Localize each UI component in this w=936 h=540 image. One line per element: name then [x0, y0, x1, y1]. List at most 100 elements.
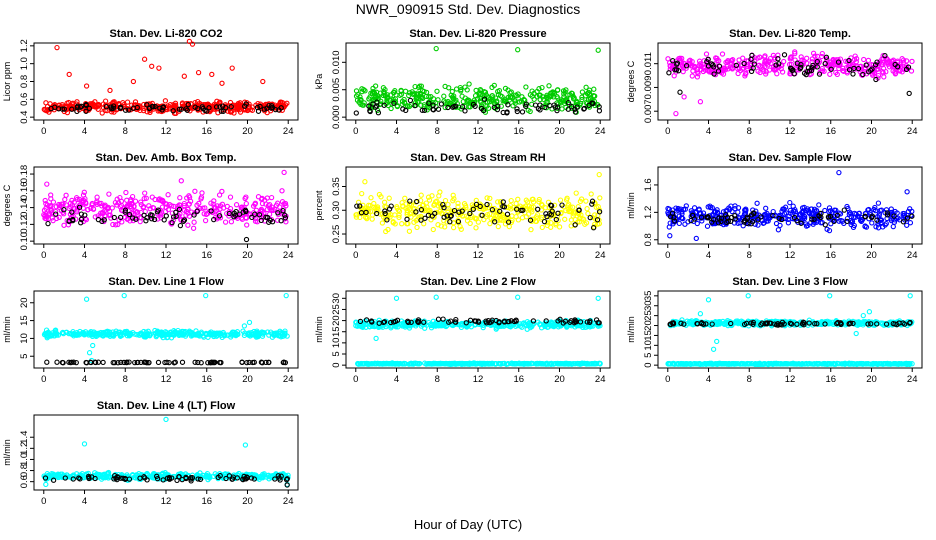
data-point [396, 214, 402, 221]
data-point [237, 109, 244, 115]
y-tick-label: 0.30 [331, 201, 342, 220]
data-point [430, 226, 436, 233]
data-point [790, 67, 796, 73]
data-point [711, 71, 717, 77]
data-point [413, 209, 419, 215]
data-point [568, 318, 574, 324]
data-point [375, 110, 382, 116]
data-point [838, 361, 845, 367]
data-point [144, 360, 150, 366]
data-point-outlier [141, 56, 148, 62]
data-point [398, 87, 404, 94]
x-tick-label: 0 [665, 126, 670, 137]
data-point [185, 210, 191, 216]
data-point [92, 103, 98, 109]
data-point [447, 219, 453, 225]
data-point-outlier [83, 83, 90, 89]
data-point [119, 332, 125, 338]
data-point [498, 103, 504, 109]
data-point [572, 222, 578, 228]
data-point [76, 196, 83, 203]
data-point [353, 88, 360, 94]
data-point [45, 220, 51, 227]
data-point [243, 200, 249, 207]
data-point [514, 93, 520, 99]
data-point [523, 360, 529, 367]
data-point [409, 91, 416, 97]
data-point [907, 220, 914, 226]
data-point [425, 207, 431, 214]
data-point-outlier [219, 80, 225, 86]
x-tick-label: 8 [123, 374, 128, 385]
data-point [426, 94, 432, 100]
y-tick-label: 0.4 [19, 111, 30, 124]
data-point [368, 195, 374, 201]
data-point [223, 105, 229, 111]
panel-title: Stan. Dev. Line 2 Flow [420, 276, 536, 288]
data-point [481, 96, 488, 102]
x-tick-label: 20 [554, 126, 565, 137]
data-point [278, 334, 284, 340]
data-point [121, 359, 127, 366]
plot-frame [657, 290, 923, 369]
data-point [266, 359, 272, 366]
x-tick-label: 0 [353, 374, 358, 385]
data-point [435, 222, 441, 228]
data-point [458, 226, 464, 232]
x-tick-label: 20 [242, 126, 253, 137]
data-point [92, 359, 98, 365]
data-point [100, 332, 106, 338]
data-point [134, 332, 140, 338]
data-point [495, 103, 501, 109]
data-point [437, 201, 443, 207]
data-point [92, 214, 98, 220]
data-point [570, 96, 577, 102]
data-point [577, 215, 583, 221]
data-point [430, 107, 437, 113]
data-point [587, 95, 594, 101]
data-point [724, 214, 730, 221]
data-point [826, 209, 832, 215]
data-point-outlier [667, 233, 673, 239]
data-point [787, 207, 794, 214]
y-tick-label: 25 [331, 304, 342, 315]
data-point [857, 321, 863, 327]
data-point [46, 203, 52, 210]
data-point [457, 223, 463, 230]
data-point [463, 213, 470, 219]
data-point [274, 217, 281, 223]
data-point [574, 104, 580, 110]
data-point [513, 317, 519, 323]
data-point [908, 68, 915, 74]
data-point [589, 198, 596, 204]
data-point [860, 71, 866, 78]
data-point-outlier [373, 335, 379, 342]
series-2 [45, 204, 289, 243]
data-point [126, 211, 133, 218]
data-point [457, 84, 463, 91]
data-point [597, 361, 603, 367]
data-point [418, 207, 425, 213]
data-point [728, 319, 735, 326]
data-point [816, 71, 823, 77]
data-point [122, 207, 129, 213]
data-point [495, 88, 501, 95]
data-point [122, 209, 128, 215]
data-point [392, 212, 398, 218]
y-tick-label: 0.6 [19, 93, 30, 106]
data-point [421, 319, 427, 325]
data-point [142, 190, 148, 196]
data-point [726, 205, 732, 211]
data-point [558, 98, 564, 105]
y-tick-label: 20 [643, 320, 654, 331]
data-point [132, 99, 139, 105]
data-point [282, 212, 288, 218]
data-point [525, 211, 532, 217]
data-point [163, 213, 169, 219]
data-point [210, 359, 216, 366]
data-point [48, 105, 54, 112]
data-point [545, 220, 551, 226]
data-point [353, 212, 359, 218]
data-point [542, 205, 549, 211]
data-point [404, 209, 410, 216]
